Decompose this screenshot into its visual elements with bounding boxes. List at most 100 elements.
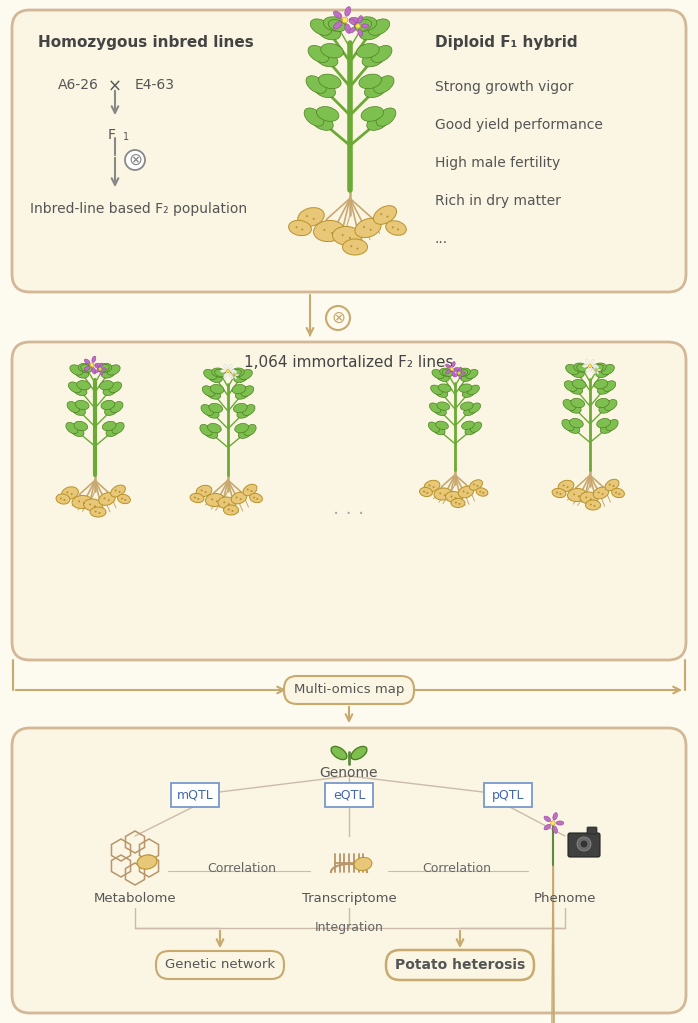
- Ellipse shape: [445, 364, 450, 368]
- Ellipse shape: [434, 406, 446, 415]
- Circle shape: [125, 150, 145, 170]
- Text: Good yield performance: Good yield performance: [435, 118, 603, 132]
- Ellipse shape: [424, 480, 440, 492]
- Ellipse shape: [373, 76, 394, 93]
- Text: . . .: . . .: [334, 498, 364, 518]
- Ellipse shape: [235, 390, 249, 399]
- Ellipse shape: [470, 480, 482, 490]
- Ellipse shape: [436, 389, 447, 397]
- Ellipse shape: [95, 369, 98, 373]
- Circle shape: [473, 484, 475, 486]
- Ellipse shape: [569, 385, 583, 394]
- Ellipse shape: [586, 500, 600, 510]
- Ellipse shape: [440, 368, 452, 376]
- Text: Rich in dry matter: Rich in dry matter: [435, 194, 561, 208]
- Circle shape: [482, 492, 484, 494]
- Text: ...: ...: [435, 232, 448, 246]
- Ellipse shape: [334, 11, 342, 18]
- Circle shape: [236, 496, 237, 498]
- Circle shape: [423, 491, 425, 492]
- Ellipse shape: [604, 400, 617, 410]
- Circle shape: [618, 493, 621, 495]
- Text: ⊗: ⊗: [331, 309, 345, 327]
- Ellipse shape: [355, 218, 381, 237]
- Text: Transcriptome: Transcriptome: [302, 892, 396, 905]
- Ellipse shape: [454, 373, 458, 376]
- Ellipse shape: [366, 115, 388, 130]
- Circle shape: [119, 491, 121, 493]
- Ellipse shape: [553, 812, 558, 820]
- Ellipse shape: [431, 385, 443, 395]
- Circle shape: [609, 484, 611, 486]
- Ellipse shape: [544, 816, 551, 821]
- Text: pQTL: pQTL: [492, 789, 524, 801]
- Ellipse shape: [358, 15, 362, 24]
- Ellipse shape: [100, 381, 113, 390]
- Ellipse shape: [73, 386, 87, 396]
- Ellipse shape: [567, 488, 586, 501]
- Ellipse shape: [66, 422, 78, 434]
- Ellipse shape: [237, 408, 251, 418]
- Text: Strong growth vigor: Strong growth vigor: [435, 80, 573, 94]
- Ellipse shape: [313, 220, 345, 241]
- Circle shape: [450, 495, 452, 497]
- Ellipse shape: [100, 370, 103, 374]
- Circle shape: [350, 246, 352, 248]
- Ellipse shape: [196, 485, 212, 497]
- Text: ×: ×: [108, 78, 122, 96]
- Ellipse shape: [334, 21, 342, 29]
- Circle shape: [466, 492, 468, 494]
- Ellipse shape: [434, 488, 452, 500]
- Ellipse shape: [357, 44, 379, 58]
- Ellipse shape: [306, 76, 327, 93]
- Ellipse shape: [371, 45, 392, 62]
- Ellipse shape: [429, 421, 440, 433]
- Circle shape: [124, 499, 126, 501]
- Text: Genetic network: Genetic network: [165, 959, 275, 972]
- Ellipse shape: [209, 373, 222, 383]
- Circle shape: [253, 496, 255, 498]
- Ellipse shape: [98, 493, 115, 505]
- Ellipse shape: [206, 408, 219, 418]
- Ellipse shape: [574, 363, 588, 372]
- Text: Inbred-line based F₂ population: Inbred-line based F₂ population: [30, 202, 247, 216]
- Circle shape: [64, 499, 66, 501]
- Ellipse shape: [459, 486, 474, 498]
- Circle shape: [613, 485, 614, 487]
- Ellipse shape: [100, 363, 103, 367]
- Ellipse shape: [112, 422, 124, 434]
- Ellipse shape: [571, 398, 585, 408]
- Ellipse shape: [118, 494, 131, 503]
- Circle shape: [331, 232, 333, 234]
- Ellipse shape: [354, 16, 377, 31]
- Ellipse shape: [354, 857, 372, 871]
- Ellipse shape: [580, 492, 598, 504]
- Circle shape: [578, 495, 580, 497]
- Ellipse shape: [386, 221, 406, 235]
- Ellipse shape: [230, 368, 244, 377]
- Circle shape: [83, 502, 85, 504]
- Circle shape: [205, 491, 207, 493]
- Circle shape: [595, 369, 597, 371]
- Text: High male fertility: High male fertility: [435, 155, 560, 170]
- Ellipse shape: [201, 404, 214, 415]
- Circle shape: [588, 364, 591, 367]
- FancyBboxPatch shape: [386, 950, 534, 980]
- Ellipse shape: [190, 493, 204, 502]
- Ellipse shape: [556, 820, 564, 826]
- Ellipse shape: [461, 402, 473, 410]
- Ellipse shape: [466, 369, 478, 379]
- Circle shape: [200, 489, 202, 491]
- Ellipse shape: [221, 369, 225, 372]
- Ellipse shape: [241, 386, 254, 397]
- Ellipse shape: [594, 380, 608, 389]
- Text: Metabolome: Metabolome: [94, 892, 177, 905]
- Ellipse shape: [562, 419, 574, 431]
- Ellipse shape: [231, 492, 247, 504]
- Ellipse shape: [597, 366, 599, 368]
- Ellipse shape: [459, 384, 472, 392]
- Ellipse shape: [361, 24, 369, 28]
- Circle shape: [597, 491, 600, 493]
- Ellipse shape: [457, 369, 468, 376]
- Ellipse shape: [318, 74, 341, 89]
